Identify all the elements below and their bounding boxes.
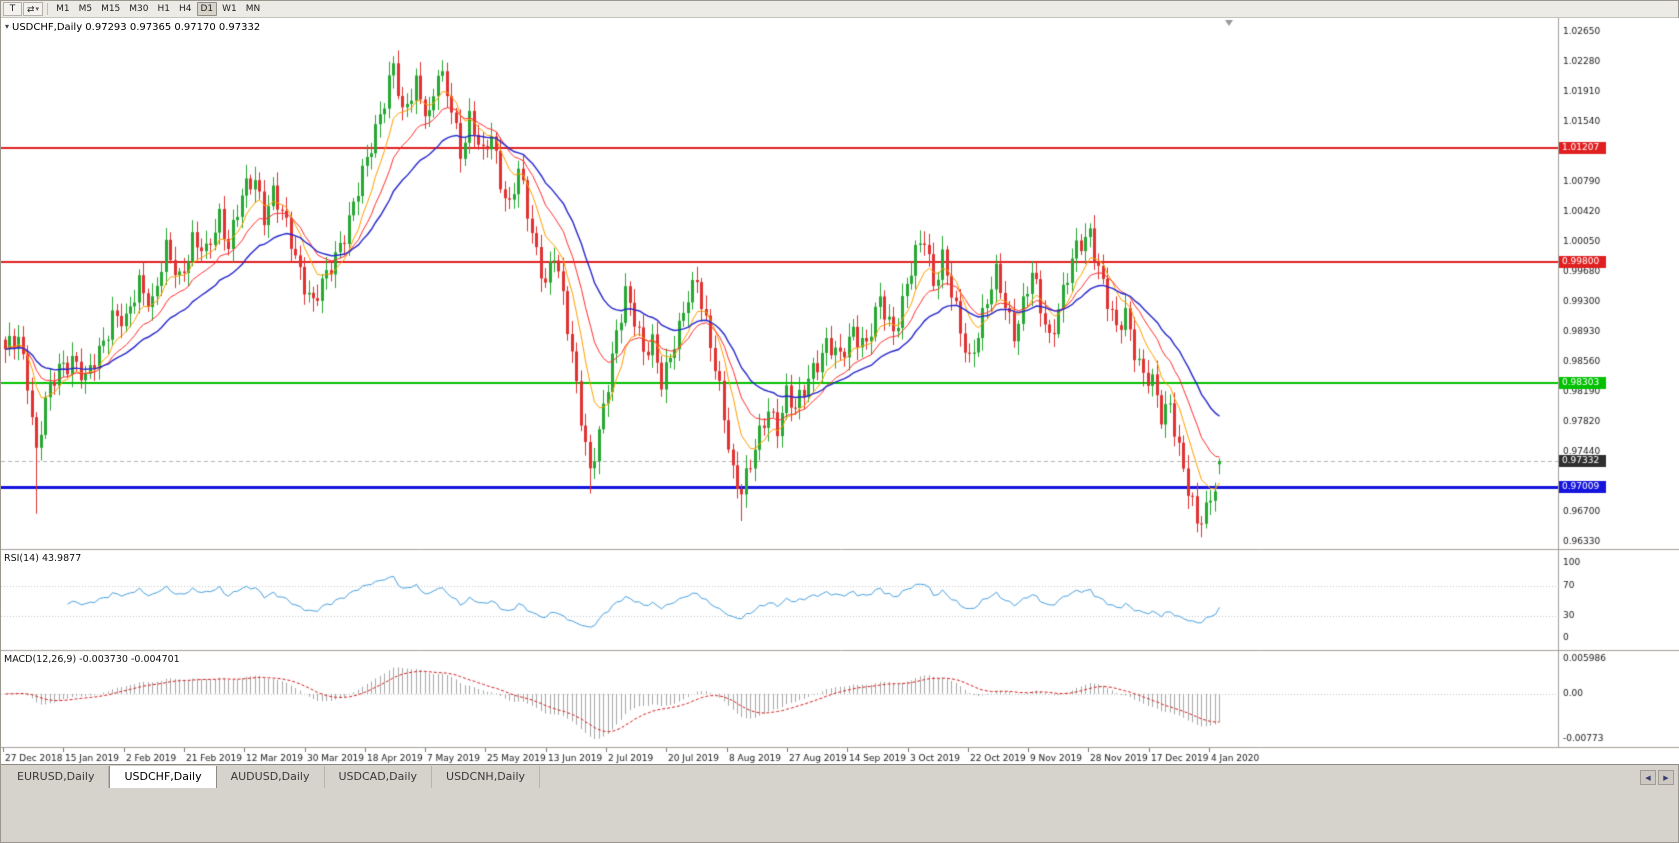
chart-title-text: USDCHF,Daily 0.97293 0.97365 0.97170 0.9… bbox=[12, 22, 261, 33]
chart-title: ▾ USDCHF,Daily 0.97293 0.97365 0.97170 0.… bbox=[5, 22, 260, 33]
chart-tab-bar: EURUSD,Daily USDCHF,Daily AUDUSD,Daily U… bbox=[1, 764, 1678, 788]
timeframe-button-m5[interactable]: M5 bbox=[78, 4, 93, 14]
tab-eurusd-daily[interactable]: EURUSD,Daily bbox=[3, 766, 110, 788]
pointer-tool-button[interactable]: T bbox=[3, 2, 22, 16]
tab-scroll-right-button[interactable]: ▶ bbox=[1658, 770, 1674, 785]
toolbar-dropdown-button[interactable]: ⇄▾ bbox=[23, 2, 44, 16]
chevron-down-icon: ▾ bbox=[35, 5, 40, 13]
expander-icon[interactable]: ▾ bbox=[5, 22, 10, 31]
toolbar-separator bbox=[47, 3, 49, 15]
tab-scroll-controls: ◀ ▶ bbox=[1640, 770, 1678, 788]
timeframe-button-m30[interactable]: M30 bbox=[129, 4, 149, 14]
tab-usdchf-daily[interactable]: USDCHF,Daily bbox=[109, 766, 217, 788]
timeframe-button-d1[interactable]: D1 bbox=[196, 2, 218, 16]
tab-audusd-daily[interactable]: AUDUSD,Daily bbox=[217, 766, 325, 788]
timeframe-button-mn[interactable]: MN bbox=[245, 4, 261, 14]
tab-usdcnh-daily[interactable]: USDCNH,Daily bbox=[432, 766, 541, 788]
arrows-icon: ⇄ bbox=[27, 5, 35, 15]
timeframe-button-m15[interactable]: M15 bbox=[101, 4, 121, 14]
tab-scroll-left-button[interactable]: ◀ bbox=[1640, 770, 1656, 785]
timeframe-button-w1[interactable]: W1 bbox=[222, 4, 237, 14]
chart-area: ▾ USDCHF,Daily 0.97293 0.97365 0.97170 0.… bbox=[1, 18, 1679, 764]
tab-usdcad-daily[interactable]: USDCAD,Daily bbox=[325, 766, 433, 788]
timeframe-button-m1[interactable]: M1 bbox=[56, 4, 70, 14]
candlestick-chart-canvas[interactable] bbox=[1, 18, 1679, 764]
macd-label: MACD(12,26,9) -0.003730 -0.004701 bbox=[4, 654, 180, 665]
toolbar: T ⇄▾ M1 M5 M15 M30 H1 H4 D1 W1 MN bbox=[1, 1, 1678, 18]
timeframe-button-h1[interactable]: H1 bbox=[157, 4, 171, 14]
timeframe-button-h4[interactable]: H4 bbox=[179, 4, 192, 14]
status-bar bbox=[1, 788, 1678, 842]
rsi-label: RSI(14) 43.9877 bbox=[4, 553, 82, 564]
